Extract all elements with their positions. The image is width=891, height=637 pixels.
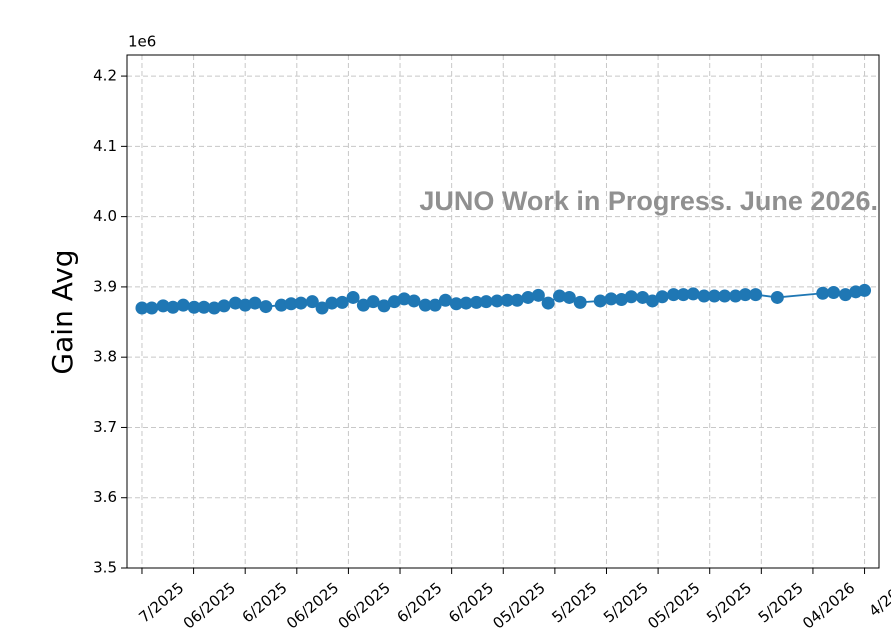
data-point bbox=[718, 289, 732, 303]
data-point bbox=[697, 289, 711, 303]
y-tick-label: 4.1 bbox=[93, 137, 117, 155]
data-point bbox=[217, 299, 231, 313]
data-point bbox=[770, 290, 784, 304]
data-point bbox=[197, 300, 211, 314]
x-tick-label: 6/2025 bbox=[393, 579, 445, 627]
data-point bbox=[305, 295, 319, 309]
x-tick-label: 06/2025 bbox=[335, 579, 394, 633]
data-point bbox=[438, 293, 452, 307]
data-point bbox=[335, 295, 349, 309]
data-point bbox=[315, 301, 329, 315]
data-point bbox=[176, 298, 190, 312]
data-point bbox=[238, 298, 252, 312]
data-point bbox=[366, 295, 380, 309]
y-multiplier: 1e6 bbox=[128, 33, 156, 51]
data-point bbox=[449, 297, 463, 311]
data-point bbox=[707, 289, 721, 303]
data-point bbox=[816, 286, 830, 300]
x-tick-label: 4/202 bbox=[865, 579, 891, 621]
data-point bbox=[593, 294, 607, 308]
data-point bbox=[166, 300, 180, 314]
y-tick-label: 4.0 bbox=[93, 207, 117, 225]
y-tick-label: 3.7 bbox=[93, 418, 117, 436]
data-point bbox=[531, 288, 545, 302]
y-tick-label: 3.6 bbox=[93, 488, 117, 506]
data-point bbox=[156, 299, 170, 313]
x-tick-label: 05/2025 bbox=[644, 579, 703, 633]
data-point bbox=[553, 289, 567, 303]
data-point bbox=[636, 290, 650, 304]
data-point bbox=[686, 287, 700, 301]
data-point bbox=[676, 288, 690, 302]
data-point bbox=[500, 293, 514, 307]
data-point bbox=[407, 294, 421, 308]
data-point bbox=[645, 294, 659, 308]
data-point bbox=[827, 286, 841, 300]
data-point bbox=[428, 298, 442, 312]
x-tick-label: 5/2025 bbox=[548, 579, 600, 627]
annotation: JUNO Work in Progress. June 2026. bbox=[419, 186, 878, 216]
data-point bbox=[377, 299, 391, 313]
data-point bbox=[469, 295, 483, 309]
data-point bbox=[858, 283, 872, 297]
data-point bbox=[729, 289, 743, 303]
data-point bbox=[510, 293, 524, 307]
data-point bbox=[604, 292, 618, 306]
data-point bbox=[490, 294, 504, 308]
data-point bbox=[418, 298, 432, 312]
data-point bbox=[521, 290, 535, 304]
plot-frame bbox=[126, 54, 880, 569]
y-tick-label: 3.9 bbox=[93, 277, 117, 295]
x-tick-label: 04/2026 bbox=[799, 579, 858, 633]
data-point bbox=[838, 288, 852, 302]
data-point bbox=[479, 295, 493, 309]
data-point bbox=[356, 298, 370, 312]
data-point bbox=[145, 301, 159, 315]
data-point bbox=[387, 295, 401, 309]
data-point bbox=[573, 295, 587, 309]
data-point bbox=[667, 288, 681, 302]
y-tick-label: 4.2 bbox=[93, 67, 117, 85]
data-point bbox=[259, 300, 273, 314]
data-point bbox=[459, 296, 473, 310]
data-point bbox=[325, 296, 339, 310]
data-point bbox=[135, 301, 149, 315]
data-point bbox=[248, 296, 262, 310]
data-point bbox=[541, 296, 555, 310]
x-tick-label: 06/2025 bbox=[180, 579, 239, 633]
x-tick-label: 06/2025 bbox=[283, 579, 342, 633]
data-point bbox=[274, 298, 288, 312]
x-tick-label: 05/2025 bbox=[489, 579, 548, 633]
data-point bbox=[346, 290, 360, 304]
y-tick-label: 3.8 bbox=[93, 348, 117, 366]
data-point bbox=[187, 300, 201, 314]
data-point bbox=[624, 290, 638, 304]
data-point bbox=[294, 296, 308, 310]
data-point bbox=[228, 296, 242, 310]
data-point bbox=[749, 288, 763, 302]
data-point bbox=[397, 292, 411, 306]
data-point bbox=[738, 288, 752, 302]
y-tick-label: 3.5 bbox=[93, 559, 117, 577]
data-point bbox=[562, 290, 576, 304]
x-tick-label: 5/2025 bbox=[703, 579, 755, 627]
data-point bbox=[284, 297, 298, 311]
data-point bbox=[207, 301, 221, 315]
data-point bbox=[614, 293, 628, 307]
data-point bbox=[655, 290, 669, 304]
y-axis-label: Gain Avg bbox=[46, 249, 79, 374]
